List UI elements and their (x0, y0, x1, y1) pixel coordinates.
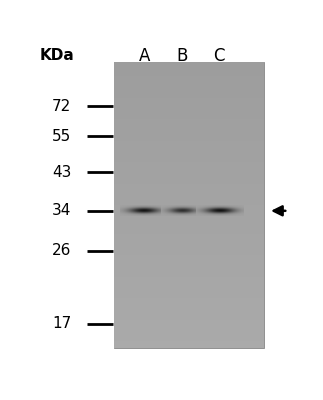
Text: 26: 26 (52, 244, 71, 258)
Bar (114, 98, 265, 105)
Bar (114, 62, 265, 69)
Bar (114, 270, 265, 277)
Bar (114, 312, 265, 320)
Bar (114, 220, 265, 226)
Bar (114, 141, 265, 148)
Bar (114, 148, 265, 155)
Bar (114, 284, 265, 291)
Bar (114, 169, 265, 176)
Bar (114, 155, 265, 162)
Bar (114, 327, 265, 334)
Bar (114, 191, 265, 198)
Text: 72: 72 (52, 99, 71, 114)
Bar (114, 205, 265, 212)
Bar (114, 277, 265, 284)
Bar (114, 305, 265, 312)
Bar (114, 90, 265, 98)
Bar (114, 298, 265, 305)
Bar (114, 119, 265, 126)
Text: A: A (139, 47, 150, 65)
Bar (114, 105, 265, 112)
Bar (114, 76, 265, 83)
Bar (114, 184, 265, 191)
Bar (114, 162, 265, 169)
Bar (114, 134, 265, 141)
Bar (114, 62, 265, 348)
Bar (114, 226, 265, 234)
Bar (114, 341, 265, 348)
Bar (114, 112, 265, 119)
Bar (114, 241, 265, 248)
Text: 43: 43 (52, 165, 71, 180)
Text: 55: 55 (52, 129, 71, 144)
Bar (114, 176, 265, 184)
Bar (114, 83, 265, 90)
Bar (114, 198, 265, 205)
Bar (114, 291, 265, 298)
Bar (114, 262, 265, 270)
Bar (114, 255, 265, 262)
Bar (114, 248, 265, 255)
Bar (114, 126, 265, 134)
Text: 17: 17 (52, 316, 71, 332)
Bar (114, 212, 265, 220)
Text: B: B (176, 47, 187, 65)
Text: 34: 34 (52, 203, 71, 218)
Bar (114, 320, 265, 327)
Text: C: C (214, 47, 225, 65)
Text: KDa: KDa (39, 48, 74, 63)
Bar (114, 234, 265, 241)
Bar (114, 69, 265, 76)
Bar (114, 334, 265, 341)
